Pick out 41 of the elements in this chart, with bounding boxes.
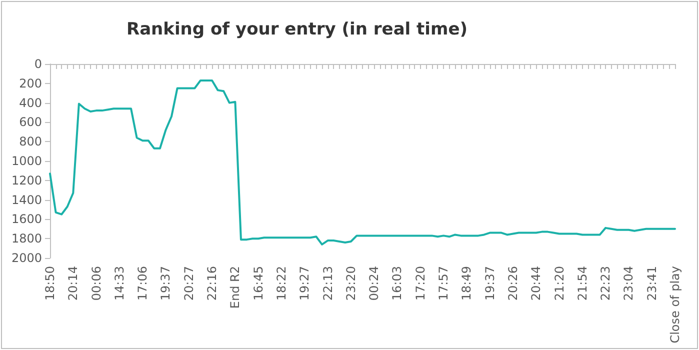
y-tick-label: 600 bbox=[19, 115, 42, 130]
y-tick-label: 400 bbox=[19, 96, 42, 110]
x-tick-label: 23:41 bbox=[644, 266, 659, 301]
x-tick-label: 22:16 bbox=[205, 266, 220, 301]
x-tick-label: 20:44 bbox=[529, 266, 544, 301]
x-tick-label: 18:50 bbox=[43, 266, 57, 301]
x-tick-label: 21:54 bbox=[575, 266, 590, 301]
x-tick-label: End R2 bbox=[228, 266, 242, 309]
x-tick-label: 00:24 bbox=[367, 266, 382, 301]
x-tick-label: 22:13 bbox=[320, 266, 335, 301]
x-tick-label: 14:33 bbox=[112, 266, 126, 301]
y-tick-label: 1200 bbox=[11, 173, 42, 188]
x-tick-label: 20:26 bbox=[506, 266, 520, 301]
x-tick-label: 16:03 bbox=[390, 266, 404, 301]
x-tick-label: 00:06 bbox=[89, 266, 104, 301]
y-tick-label: 2000 bbox=[11, 251, 42, 265]
x-tick-label: 20:27 bbox=[182, 266, 196, 301]
y-tick-label: 800 bbox=[19, 134, 42, 149]
y-tick-label: 200 bbox=[19, 76, 42, 90]
x-tick-label: 17:06 bbox=[136, 266, 150, 301]
x-tick-label: 23:04 bbox=[622, 266, 636, 301]
chart-title: Ranking of your entry (in real time) bbox=[126, 20, 468, 40]
x-tick-label: 17:20 bbox=[413, 266, 428, 301]
line-series bbox=[49, 79, 676, 246]
x-tick-label: 21:20 bbox=[552, 266, 566, 301]
x-tick-label: 18:49 bbox=[460, 266, 474, 301]
y-tick-label: 1000 bbox=[11, 154, 42, 168]
x-tick-label: 23:20 bbox=[344, 266, 358, 301]
y-tick-label: 1600 bbox=[11, 212, 42, 226]
x-tick-label: 16:45 bbox=[251, 266, 266, 301]
x-tick-label: 19:37 bbox=[482, 266, 497, 301]
x-tick-label: 20:14 bbox=[66, 266, 80, 301]
y-tick-label: 1800 bbox=[11, 232, 42, 246]
x-tick-label: 19:27 bbox=[298, 266, 312, 301]
y-tick-label: 1400 bbox=[11, 192, 42, 207]
y-tick-label: 0 bbox=[34, 57, 42, 71]
x-tick-label: Close of play bbox=[668, 266, 682, 344]
x-tick-label: 19:37 bbox=[158, 266, 173, 301]
x-tick-label: 18:22 bbox=[274, 266, 288, 301]
x-tick-label: 17:57 bbox=[436, 266, 451, 301]
x-tick-label: 22:23 bbox=[598, 266, 613, 301]
